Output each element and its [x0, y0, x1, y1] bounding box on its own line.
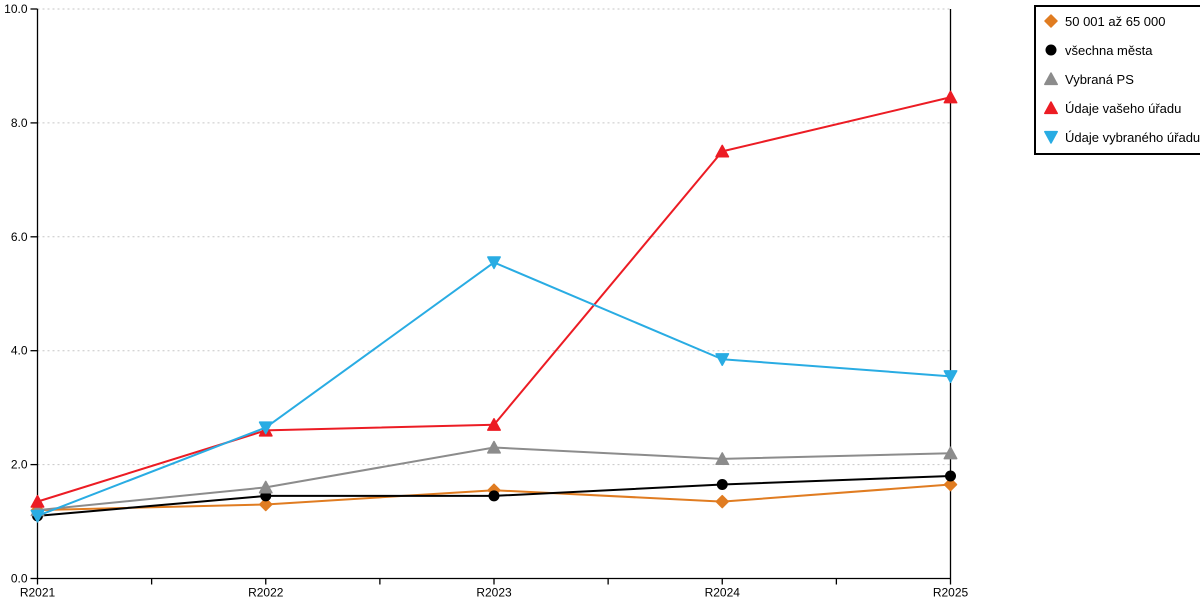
data-point-marker — [487, 417, 501, 431]
triangle-up-legend-icon — [1044, 72, 1058, 86]
legend-item: Údaje vašeho úřadu — [1044, 99, 1200, 117]
circle-legend-icon — [1045, 44, 1057, 56]
data-point-marker — [715, 452, 730, 466]
data-point-marker — [945, 470, 956, 482]
data-point-marker — [259, 497, 273, 512]
data-point-marker — [30, 494, 45, 508]
data-point-marker — [943, 90, 958, 104]
legend-label: Údaje vašeho úřadu — [1065, 100, 1182, 116]
legend-label: Údaje vybraného úřadu — [1065, 129, 1200, 145]
series-line — [37, 261, 951, 517]
x-tick-label: R2024 — [705, 586, 741, 600]
data-point-marker — [30, 509, 45, 523]
legend-marker-shape — [1044, 72, 1058, 86]
data-point-marker — [715, 353, 730, 366]
data-point-marker — [716, 479, 728, 491]
triangle-up-legend-icon — [1044, 101, 1058, 115]
data-point-marker — [715, 144, 730, 158]
y-tick-label: 2.0 — [11, 458, 28, 472]
legend-marker-shape — [1044, 101, 1058, 115]
x-tick-label: R2025 — [933, 586, 969, 600]
x-tick-label: R2023 — [476, 586, 512, 600]
data-point-marker — [943, 370, 958, 384]
legend-label: 50 001 až 65 000 — [1065, 13, 1166, 29]
x-tick-label: R2022 — [248, 586, 284, 600]
legend-marker-shape — [1045, 44, 1057, 56]
legend-item: Vybraná PS — [1044, 70, 1200, 88]
y-tick-label: 6.0 — [11, 230, 28, 244]
data-point-marker — [258, 480, 273, 494]
triangle-down-legend-icon — [1044, 130, 1058, 144]
data-point-marker — [715, 494, 729, 509]
data-point-marker — [943, 446, 958, 460]
x-tick-label: R2021 — [20, 586, 56, 600]
y-tick-label: 4.0 — [11, 344, 28, 358]
data-point-marker — [258, 421, 273, 435]
legend-marker-shape — [1044, 130, 1058, 144]
data-point-marker — [943, 477, 958, 492]
legend-item: 50 001 až 65 000 — [1044, 12, 1200, 30]
chart-legend: 50 001 až 65 000 všechna města Vybraná PS Ú… — [1034, 5, 1200, 155]
data-point-marker — [487, 440, 501, 454]
legend-label: všechna města — [1065, 42, 1153, 58]
data-point-marker — [488, 490, 500, 502]
data-point-marker — [487, 256, 501, 270]
y-tick-label: 8.0 — [11, 116, 28, 130]
y-tick-label: 0.0 — [11, 572, 28, 586]
legend-item: Údaje vybraného úřadu — [1044, 128, 1200, 146]
legend-label: Vybraná PS — [1065, 71, 1134, 87]
diamond-legend-icon — [1044, 14, 1058, 28]
y-tick-label: 10.0 — [4, 2, 28, 16]
legend-item: všechna města — [1044, 41, 1200, 59]
legend-marker-shape — [1044, 14, 1058, 28]
